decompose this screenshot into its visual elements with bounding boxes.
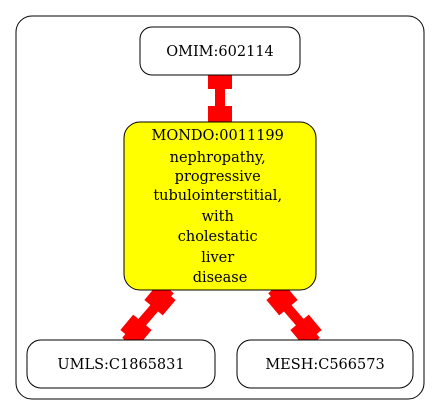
node-mesh-box xyxy=(236,339,414,389)
node-umls: UMLS:C1865831 xyxy=(26,339,216,389)
node-umls-box xyxy=(26,339,216,389)
node-omim-box xyxy=(139,26,301,76)
node-mesh-label: MESH:C566573 xyxy=(265,357,384,373)
node-mondo-line-5: with xyxy=(202,209,234,225)
graph-cluster xyxy=(15,15,425,400)
node-mondo-line-6: cholestatic xyxy=(178,229,258,245)
node-mondo-box xyxy=(123,121,317,291)
node-mesh: MESH:C566573 xyxy=(236,339,414,389)
edge-mondo-mesh xyxy=(266,284,322,346)
node-omim: OMIM:602114 xyxy=(139,26,301,76)
node-mondo-line-7: liver xyxy=(201,250,234,266)
node-mondo-line-2: nephropathy, xyxy=(170,150,266,166)
node-omim-label: OMIM:602114 xyxy=(166,44,274,60)
edge-mondo-umls xyxy=(120,284,176,346)
node-umls-label: UMLS:C1865831 xyxy=(57,357,184,373)
edge-omim-mondo xyxy=(208,69,232,126)
node-mondo-line-4: tubulointerstitial, xyxy=(153,188,282,204)
node-mondo: MONDO:0011199 nephropathy, progressive t… xyxy=(123,121,317,291)
node-mondo-line-3: progressive xyxy=(175,169,261,185)
node-mondo-label: MONDO:0011199 nephropathy, progressive t… xyxy=(151,128,288,286)
node-mondo-line-8: disease xyxy=(193,270,248,286)
node-mondo-line-1: MONDO:0011199 xyxy=(151,128,283,144)
